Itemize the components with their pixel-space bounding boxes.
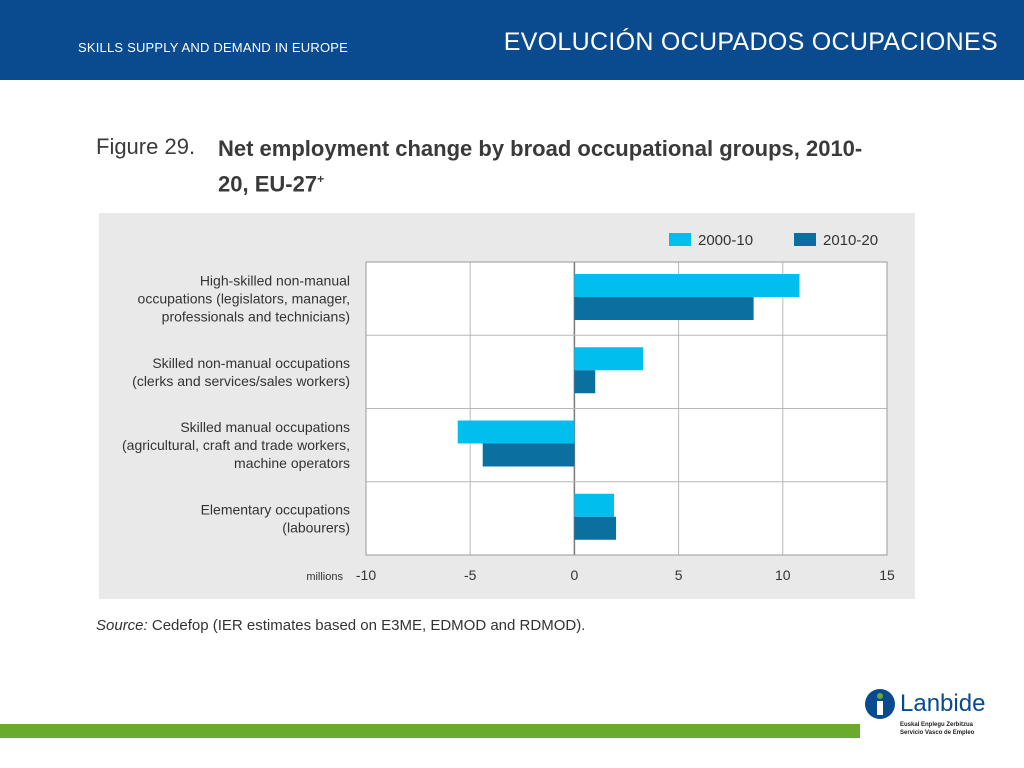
x-unit-label: millions: [306, 571, 343, 583]
category-label: (labourers): [282, 519, 350, 535]
category-label: professionals and technicians): [162, 309, 350, 325]
bar: [574, 297, 754, 320]
category-label: Elementary occupations: [201, 501, 350, 517]
category-label: (agricultural, craft and trade workers,: [122, 437, 350, 453]
x-tick-label: 10: [775, 567, 791, 583]
chart-panel: -10 -5 0 5 10 15 millions High-skilled non-manu…: [99, 213, 915, 599]
slide-title: EVOLUCIÓN OCUPADOS OCUPACIONES: [503, 28, 998, 56]
slide-header: SKILLS SUPPLY AND DEMAND IN EUROPE EVOLU…: [0, 0, 1024, 80]
category-label: Skilled manual occupations: [180, 419, 350, 435]
category-label: (clerks and services/sales workers): [132, 373, 350, 389]
x-tick-label: 0: [571, 567, 579, 583]
legend-swatch: [794, 233, 816, 246]
category-label: High-skilled non-manual: [200, 273, 350, 289]
footer-band: [0, 724, 860, 738]
bar: [574, 493, 614, 517]
bar: [574, 370, 596, 394]
lanbide-logo-icon: [865, 689, 895, 719]
footer-below: [0, 738, 860, 768]
logo-line2: Servicio Vasco de Empleo: [900, 730, 975, 736]
bar: [574, 274, 800, 297]
category-label: occupations (legislators, manager,: [138, 291, 350, 307]
source-label: Source:: [96, 617, 148, 634]
logo-line1: Euskal Enplegu Zerbitzua: [900, 722, 974, 728]
category-label: Skilled non-manual occupations: [152, 355, 350, 371]
header-subtitle: SKILLS SUPPLY AND DEMAND IN EUROPE: [78, 40, 349, 55]
lanbide-logo: Lanbide Euskal Enplegu Zerbitzua Servici…: [864, 688, 1004, 748]
bar: [482, 443, 575, 467]
legend-label: 2010-20: [823, 232, 878, 249]
source-text: Cedefop (IER estimates based on E3ME, ED…: [147, 617, 586, 634]
source-note: Source: Cedefop (IER estimates based on …: [96, 617, 585, 634]
figure-title: Net employment change by broad occupatio…: [218, 134, 878, 199]
plot-border: [365, 261, 888, 556]
x-tick-label: 5: [675, 567, 683, 583]
category-label: machine operators: [234, 455, 350, 471]
bar-chart: -10 -5 0 5 10 15 millions High-skilled non-manu…: [122, 232, 895, 583]
x-tick-label: 15: [879, 567, 895, 583]
x-tick-label: -10: [356, 567, 376, 583]
legend-label: 2000-10: [698, 232, 753, 249]
bar: [457, 420, 575, 444]
figure-label: Figure 29.: [96, 134, 196, 159]
x-tick-label: -5: [464, 567, 477, 583]
logo-name: Lanbide: [900, 690, 986, 717]
legend-swatch: [669, 233, 691, 246]
figure-title-text: Net employment change by broad occupatio…: [218, 136, 863, 197]
bar: [574, 516, 617, 540]
bar: [574, 347, 644, 371]
figure-title-sup: +: [317, 172, 325, 186]
